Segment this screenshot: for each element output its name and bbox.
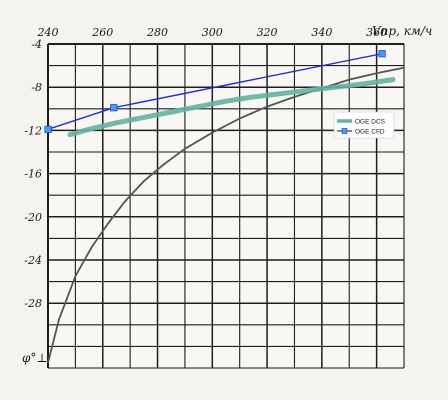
legend-marker-oge-cfd — [341, 128, 348, 134]
x-axis-title: Vпр, км/ч — [372, 24, 432, 38]
series-layer — [44, 50, 405, 363]
y-tick-label: -20 — [24, 211, 42, 224]
x-tick-label: 240 — [37, 26, 59, 39]
y-tick-label: -4 — [31, 38, 42, 51]
tick-labels: 240 260 280 300 320 340 360 -4 -8 -12 -16 -20 -24 -28 — [24, 26, 387, 310]
y-tick-label: -12 — [24, 124, 42, 137]
series-line-oge-dcs — [67, 77, 396, 138]
x-tick-label: 300 — [202, 26, 223, 39]
legend: OGE DCS OGE CFD — [333, 111, 395, 139]
data-point-oge-cfd — [378, 50, 386, 58]
x-tick-label: 340 — [311, 26, 332, 39]
y-tick-label: -28 — [24, 297, 42, 310]
x-tick-label: 320 — [257, 26, 278, 39]
y-tick-label: -16 — [24, 168, 42, 181]
legend-label-oge-dcs: OGE DCS — [355, 119, 386, 126]
x-tick-label: 280 — [146, 26, 168, 39]
x-tick-label: 360 — [366, 26, 387, 39]
legend-label-oge-cfd: OGE CFD — [355, 129, 385, 136]
x-tick-label: 260 — [91, 26, 113, 39]
y-tick-label: -8 — [31, 81, 42, 94]
data-point-oge-cfd — [44, 125, 52, 133]
data-point-oge-cfd — [110, 104, 118, 112]
plot-area — [48, 44, 404, 368]
y-tick-label: -24 — [24, 254, 42, 267]
y-axis-title: φ°⊥ — [22, 351, 48, 365]
